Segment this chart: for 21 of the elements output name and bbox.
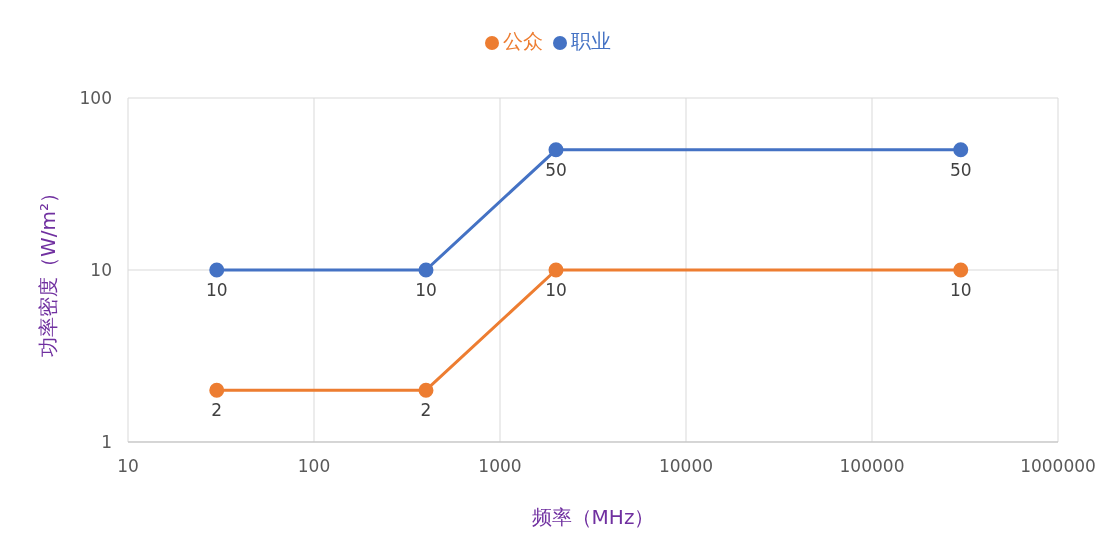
data-label: 50 [949,159,972,180]
x-tick-label: 10000 [658,456,714,477]
y-tick-label: 10 [90,260,112,281]
data-label: 2 [420,400,432,421]
y-tick-label: 100 [79,88,112,109]
x-tick-label: 100 [297,456,331,477]
data-label: 10 [949,280,972,301]
legend-label: 职业 [571,29,611,53]
data-label: 10 [205,280,228,301]
data-label: 10 [415,280,437,301]
data-label: 2 [211,400,223,421]
x-tick-label: 10 [117,456,139,477]
y-tick-label: 1 [101,432,112,453]
x-tick-label: 100000 [839,456,905,477]
x-axis-title: 频率（MHz） [531,505,655,529]
x-tick-label: 1000000 [1020,456,1096,477]
data-label: 50 [545,159,567,180]
legend-label: 公众 [503,29,543,53]
x-tick-label: 1000 [478,456,522,477]
y-axis-title: 功率密度（W/m²） [36,182,61,358]
data-label: 10 [545,280,567,301]
